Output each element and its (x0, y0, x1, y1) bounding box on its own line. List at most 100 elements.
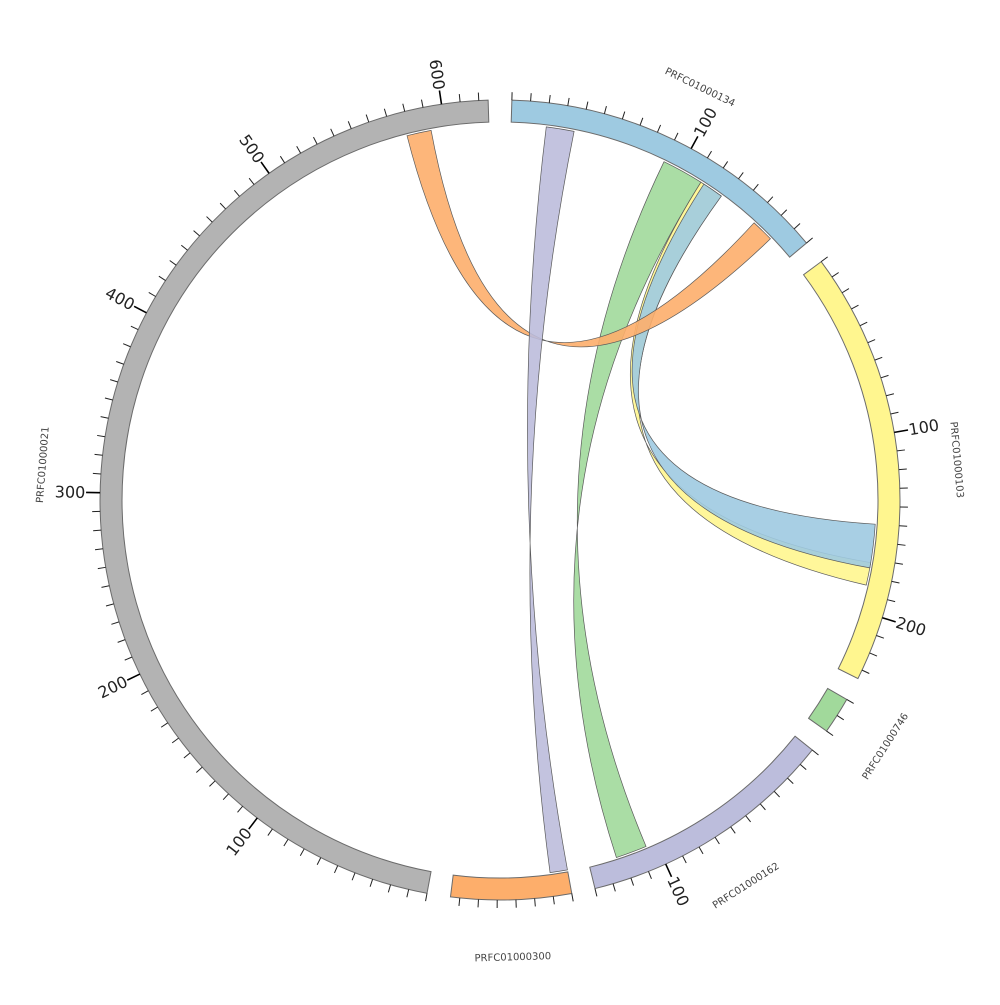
minor-tick (895, 563, 903, 564)
minor-tick (613, 884, 615, 892)
minor-tick (238, 806, 243, 812)
minor-tick (348, 121, 351, 128)
links-layer (407, 127, 875, 873)
segment-label: PRFC01000134 (663, 66, 737, 109)
minor-tick (426, 893, 427, 901)
minor-tick (886, 394, 894, 396)
minor-tick (807, 238, 813, 243)
minor-tick (535, 899, 536, 907)
minor-tick (149, 292, 156, 296)
minor-tick (407, 889, 409, 897)
minor-tick (384, 109, 386, 117)
minor-tick (317, 858, 321, 865)
minor-tick (95, 549, 103, 550)
minor-tick (234, 190, 239, 196)
minor-tick (159, 276, 166, 280)
tick-label: 600 (425, 58, 448, 91)
minor-tick (161, 723, 168, 727)
minor-tick (862, 670, 869, 673)
ideogram-prfc01000103 (804, 262, 900, 679)
minor-tick (268, 829, 273, 836)
segment-label: PRFC01000103 (947, 421, 965, 498)
minor-tick (604, 106, 606, 114)
minor-tick (723, 161, 727, 168)
minor-tick (586, 102, 588, 110)
minor-tick (774, 791, 779, 797)
minor-tick (184, 753, 190, 758)
minor-tick (640, 118, 643, 125)
minor-tick (549, 95, 550, 103)
tick-label: 200 (95, 672, 131, 702)
minor-tick (170, 260, 176, 265)
major-tick (439, 90, 441, 104)
minor-tick (194, 231, 200, 236)
tick-label: 100 (222, 824, 256, 860)
minor-tick (891, 412, 899, 414)
minor-tick (568, 98, 569, 106)
minor-tick (459, 94, 460, 102)
minor-tick (334, 866, 337, 873)
minor-tick (832, 272, 839, 276)
minor-tick (781, 210, 787, 216)
major-tick (261, 162, 269, 173)
minor-tick (572, 894, 573, 902)
segment-label: PRFC01000021 (35, 426, 52, 503)
link-ribbon (574, 162, 701, 858)
minor-tick (699, 847, 703, 854)
minor-tick (93, 473, 101, 474)
tick-label: 500 (235, 131, 268, 167)
minor-tick (196, 767, 202, 772)
minor-tick (95, 454, 103, 455)
minor-tick (370, 879, 373, 887)
minor-tick (111, 622, 119, 624)
minor-tick (847, 699, 854, 703)
minor-tick (388, 885, 390, 893)
segment-label: PRFC01000162 (711, 861, 782, 911)
minor-tick (110, 380, 118, 382)
major-tick (249, 818, 258, 829)
segment-label: PRFC01000746 (861, 711, 912, 781)
minor-tick (300, 849, 304, 856)
minor-tick (731, 827, 736, 834)
minor-tick (553, 896, 554, 904)
minor-tick (105, 398, 113, 400)
minor-tick (421, 100, 423, 108)
minor-tick (313, 137, 317, 144)
minor-tick (898, 544, 906, 545)
major-tick (894, 430, 908, 432)
minor-tick (794, 224, 800, 229)
minor-tick (98, 567, 106, 568)
major-tick (691, 136, 698, 148)
minor-tick (812, 750, 818, 755)
minor-tick (657, 125, 660, 132)
minor-tick (897, 450, 905, 451)
minor-tick (101, 586, 109, 588)
major-tick (127, 674, 140, 680)
minor-tick (707, 151, 711, 158)
minor-tick (875, 357, 883, 360)
minor-tick (767, 197, 772, 203)
minor-tick (788, 778, 794, 784)
minor-tick (800, 764, 806, 769)
labels-layer: PRFC01000134 PRFC01000103 PRFC01000746 PRFC… (35, 66, 965, 964)
minor-tick (851, 305, 858, 309)
minor-tick (837, 715, 844, 719)
major-tick (134, 306, 146, 313)
minor-tick (172, 738, 178, 743)
minor-tick (151, 707, 158, 711)
minor-tick (821, 257, 827, 262)
minor-tick (93, 530, 101, 531)
minor-tick (887, 600, 895, 602)
minor-tick (181, 245, 187, 250)
ideograms-layer (100, 100, 900, 900)
minor-tick (899, 469, 907, 470)
minor-tick (116, 362, 124, 365)
minor-tick (207, 217, 213, 223)
tick-label: 100 (907, 415, 940, 439)
minor-tick (876, 635, 884, 638)
minor-tick (220, 203, 225, 209)
minor-tick (297, 146, 301, 153)
minor-tick (280, 156, 284, 163)
minor-tick (753, 184, 758, 190)
ideogram-prfc01000021 (100, 100, 489, 893)
